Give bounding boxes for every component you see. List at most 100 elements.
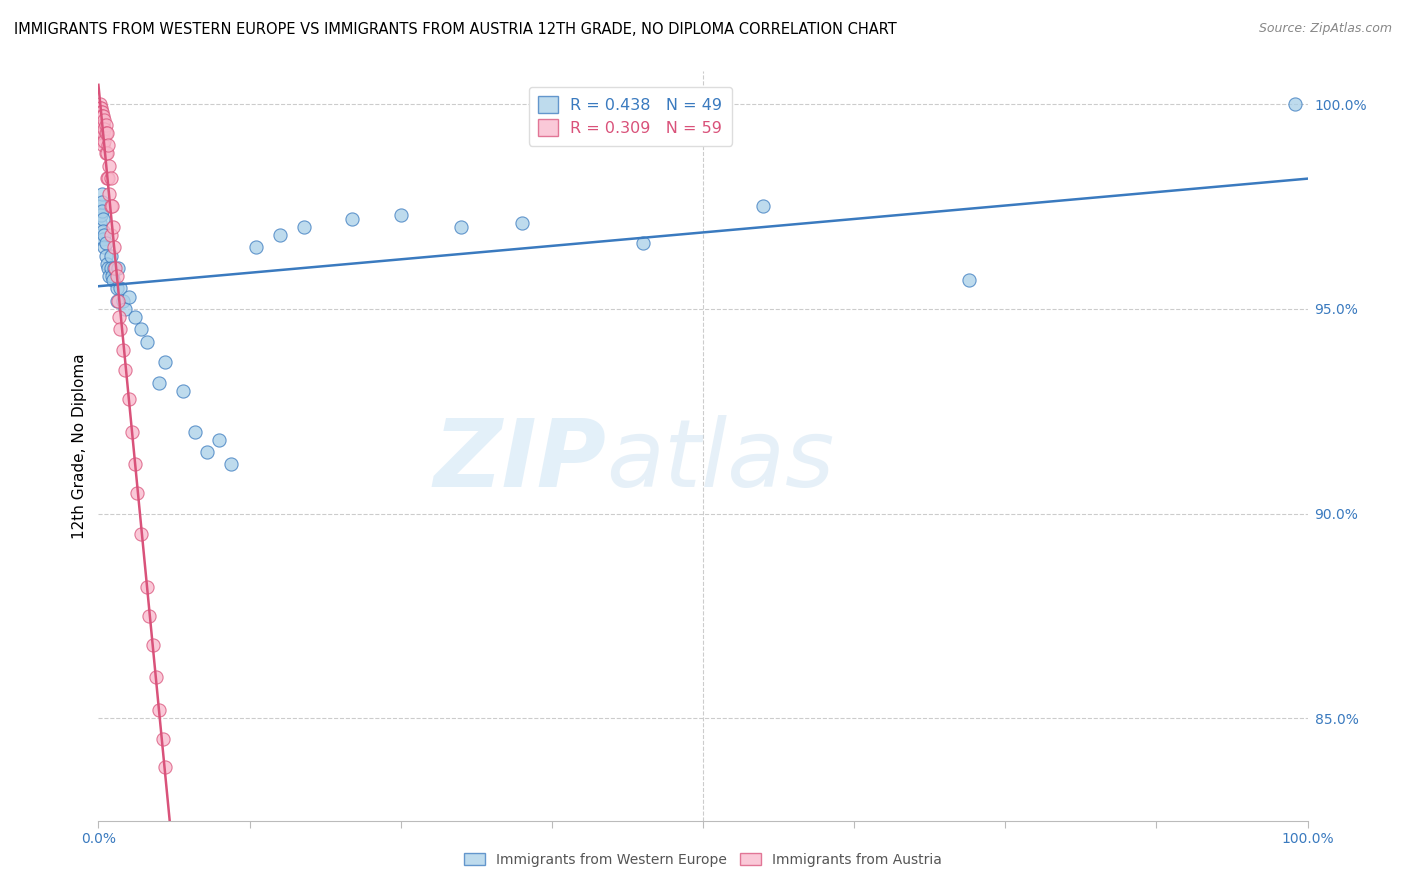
Point [91, 224, 114, 238]
Point [90, 109, 112, 123]
Point [100, 199, 122, 213]
Point [91, 195, 114, 210]
Point [103, 240, 125, 254]
Text: IMMIGRANTS FROM WESTERN EUROPE VS IMMIGRANTS FROM AUSTRIA 12TH GRADE, NO DIPLOMA: IMMIGRANTS FROM WESTERN EUROPE VS IMMIGR… [14, 22, 897, 37]
Point [100, 170, 122, 185]
Point [94, 126, 117, 140]
Point [1284, 97, 1306, 112]
Point [118, 392, 141, 406]
Point [124, 310, 146, 324]
Point [90, 208, 112, 222]
Point [94, 118, 117, 132]
Point [96, 257, 118, 271]
Point [269, 228, 291, 243]
Point [91, 105, 114, 120]
Point [108, 322, 131, 336]
Point [91, 203, 114, 218]
Point [89, 105, 111, 120]
Point [135, 334, 157, 349]
Point [94, 249, 117, 263]
Point [91, 134, 114, 148]
Point [89, 101, 111, 115]
Point [91, 109, 114, 123]
Point [135, 580, 157, 594]
Text: Source: ZipAtlas.com: Source: ZipAtlas.com [1258, 22, 1392, 36]
Point [208, 433, 231, 447]
Point [103, 260, 125, 275]
Point [153, 355, 176, 369]
Point [450, 219, 472, 234]
Point [510, 216, 533, 230]
Point [101, 273, 124, 287]
Point [752, 199, 775, 213]
Point [93, 134, 115, 148]
Point [96, 146, 118, 161]
Point [93, 228, 115, 243]
Point [292, 219, 315, 234]
Point [957, 273, 980, 287]
Point [100, 228, 122, 243]
Point [90, 101, 112, 115]
Point [98, 269, 121, 284]
Y-axis label: 12th Grade, No Diploma: 12th Grade, No Diploma [72, 353, 87, 539]
Point [97, 138, 120, 153]
Point [89, 97, 111, 112]
Point [129, 527, 152, 541]
Point [94, 236, 117, 251]
Point [94, 146, 117, 161]
Point [105, 269, 128, 284]
Point [98, 187, 121, 202]
Text: ZIP: ZIP [433, 415, 606, 507]
Point [97, 260, 120, 275]
Point [114, 363, 136, 377]
Point [184, 425, 207, 439]
Point [89, 216, 111, 230]
Point [91, 118, 114, 132]
Point [153, 760, 176, 774]
Point [89, 118, 111, 132]
Point [89, 126, 111, 140]
Point [129, 322, 152, 336]
Point [91, 232, 114, 246]
Point [138, 608, 160, 623]
Point [91, 126, 114, 140]
Point [96, 126, 118, 140]
Point [342, 211, 364, 226]
Point [631, 236, 654, 251]
Point [148, 703, 170, 717]
Point [93, 240, 115, 254]
Point [105, 293, 128, 308]
Point [172, 384, 194, 398]
Point [108, 310, 131, 324]
Point [90, 105, 112, 120]
Point [100, 249, 122, 263]
Point [90, 118, 112, 132]
Point [124, 458, 146, 472]
Point [105, 281, 128, 295]
Point [100, 260, 122, 275]
Point [98, 159, 121, 173]
Point [89, 109, 111, 123]
Point [127, 486, 149, 500]
Point [96, 170, 118, 185]
Point [100, 269, 122, 284]
Point [91, 211, 114, 226]
Point [111, 343, 134, 357]
Point [91, 126, 114, 140]
Point [145, 670, 167, 684]
Point [90, 199, 112, 213]
Point [195, 445, 218, 459]
Point [97, 170, 120, 185]
Point [107, 293, 129, 308]
Point [91, 138, 114, 153]
Point [389, 208, 412, 222]
Point [114, 301, 136, 316]
Point [118, 289, 141, 303]
Point [101, 219, 124, 234]
Text: atlas: atlas [606, 416, 835, 507]
Point [111, 293, 134, 308]
Point [89, 113, 111, 128]
Point [91, 118, 114, 132]
Point [100, 199, 122, 213]
Point [142, 638, 165, 652]
